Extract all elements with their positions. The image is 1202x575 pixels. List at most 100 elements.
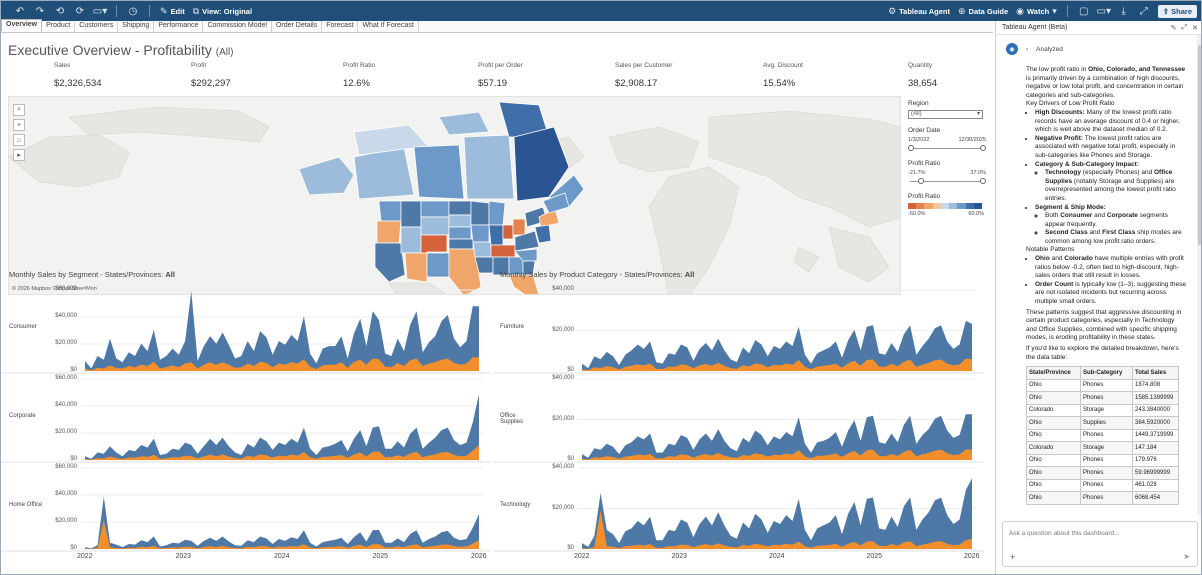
slider-handle-start[interactable] [918,178,924,184]
y-tick-label: $0 [70,545,77,551]
profit-ratio-slider[interactable] [908,178,986,185]
table-cell: Ohio [1026,478,1081,493]
table-cell: Ohio [1026,453,1081,468]
tab-commission-model[interactable]: Commission Model [203,21,272,32]
kpi-profit-ratio[interactable]: Profit Ratio 12.6% [343,62,376,89]
play-icon[interactable]: ▸ [13,149,25,161]
send-icon[interactable]: ➤ [1183,552,1190,561]
tab-customers[interactable]: Customers [75,21,119,32]
view-button[interactable]: ⧉ View: Original [192,5,253,16]
ask-input[interactable]: Ask a question about this dashboard... +… [1002,521,1198,567]
profit-area-consumer[interactable] [85,357,479,371]
pause-updates-icon[interactable]: ▭▾ [92,5,108,17]
tab-product[interactable]: Product [42,21,76,32]
y-tick-label: $20,000 [55,518,77,524]
guide-icon: ⊕ [958,5,966,16]
tab-what-if-forecast[interactable]: What If Forecast [358,21,419,32]
tab-shipping[interactable]: Shipping [118,21,155,32]
y-tick-label: $0 [567,545,574,551]
slider-handle-end[interactable] [980,178,986,184]
fullscreen-icon[interactable]: ⤢ [1139,5,1148,17]
revert-icon[interactable]: ⟲ [55,5,65,17]
redo-icon[interactable]: ↷ [35,5,45,17]
sales-area-corporate[interactable] [85,394,479,460]
x-tick-label: 2024 [769,553,785,560]
chevron-down-icon: ▾ [1052,5,1057,16]
scroll-thumb[interactable] [1198,45,1201,245]
comment-icon[interactable]: ▢ [1079,5,1089,17]
agent-response: The low profit ratio in Ohio, Colorado, … [1026,66,1186,505]
tab-performance[interactable]: Performance [154,21,204,32]
refresh-icon[interactable]: ⟳ [75,5,85,17]
drivers-list: High Discounts: Many of the lowest profi… [1026,109,1186,247]
slider-handle-start[interactable] [908,145,914,151]
tab-overview[interactable]: Overview [1,19,43,32]
kpi-sales-per-customer[interactable]: Sales per Customer $2,908.17 [615,62,673,89]
order-date-end: 12/30/2025 [958,137,986,143]
edit-button[interactable]: ✎ Edit [160,5,185,16]
toolbar-divider [1066,5,1068,17]
download-icon[interactable]: ⤓ [1121,5,1126,17]
analyzed-status[interactable]: ◉ › Analyzed [1006,43,1063,55]
sales-area-consumer[interactable] [85,291,479,371]
expand-icon[interactable]: ⤢ [1181,23,1188,31]
sales-area-home-office[interactable] [85,496,479,549]
row-label: Technology [500,502,531,508]
tab-order-details[interactable]: Order Details [272,21,323,32]
profit-area-home-office[interactable] [85,520,479,549]
x-tick-label: 2023 [671,553,688,560]
legend-swatch [932,203,941,209]
table-row: Ohio Phones 1874.808 [1026,378,1179,393]
slider-track [910,148,984,149]
sales-area-office-supplies[interactable] [582,414,972,460]
y-tick-label: $0 [567,367,574,373]
undo-icon[interactable]: ↶ [15,5,25,17]
y-tick-label: $40,000 [552,375,574,381]
clock-icon[interactable]: ◷ [128,5,138,17]
zoom-in-icon[interactable]: + [13,119,25,131]
kpi-sales[interactable]: Sales $2,326,534 [54,62,102,89]
order-date-slider[interactable] [908,145,986,152]
y-tick-label: $40,000 [552,286,574,292]
region-label: Region [908,100,929,107]
profit-area-furniture[interactable] [582,358,972,372]
region-select[interactable]: (All) [908,110,983,119]
table-header: Total Sales [1132,366,1179,380]
new-chat-icon[interactable]: ✎ [1170,24,1177,32]
share-button[interactable]: ⇪ Share [1157,4,1197,18]
title-filter: (All) [215,47,234,58]
sales-area-furniture[interactable] [582,320,972,371]
table-cell: 461.028 [1132,478,1179,493]
agent-scrollbar[interactable] [1197,35,1201,515]
slider-handle-end[interactable] [980,145,986,151]
profit-area-corporate[interactable] [85,445,479,460]
kpi-avg-discount[interactable]: Avg. Discount 15.54% [763,62,803,89]
profit-map[interactable]: ⌕ + ⌂ ▸ © 2026 Mapbox © OpenStreetMap [8,96,901,295]
filters-panel: Region (All) Order Date 1/3/2022 12/30/2… [908,100,986,217]
y-tick-label: $60,000 [55,464,77,470]
kpi-quantity[interactable]: Quantity 38,654 [908,62,938,89]
present-icon[interactable]: ▭▾ [1096,5,1111,17]
segment-area-chart[interactable]: $60,000 $40,000 $20,000 $0 Consumer $60,000 $4… [1,282,491,566]
home-icon[interactable]: ⌂ [13,134,25,146]
profit-area-technology[interactable] [582,510,972,549]
y-tick-label: $60,000 [55,375,77,381]
toolbar: ↶ ↷ ⟲ ⟳ ▭▾ ◷ ✎ Edit ⧉ View: Original ⚙ Tabl… [1,1,1201,21]
sales-area-technology[interactable] [582,478,972,549]
add-icon[interactable]: + [1010,552,1016,562]
profit-area-office-supplies[interactable] [582,449,972,461]
category-area-chart[interactable]: $40,000 $20,000 $0 Furniture $40,000 $20,000 $… [494,282,984,566]
data-guide-button[interactable]: ⊕ Data Guide [958,5,1009,16]
legend-swatch [957,203,966,209]
tableau-agent-button[interactable]: ⚙ Tableau Agent [888,5,950,16]
watch-button[interactable]: ◉ Watch ▾ [1016,5,1057,16]
kpi-profit[interactable]: Profit $292,297 [191,62,231,89]
kpi-profit-per-order[interactable]: Profit per Order $57.19 [478,62,523,89]
profit-ratio-legend[interactable] [908,203,982,209]
y-tick-label: $20,000 [552,415,574,422]
map-search-icon[interactable]: ⌕ [13,104,25,116]
close-icon[interactable]: ✕ [1192,24,1198,32]
table-cell: 179.976 [1132,453,1179,468]
order-date-label: Order Date [908,127,941,134]
tab-forecast[interactable]: Forecast [322,21,359,32]
